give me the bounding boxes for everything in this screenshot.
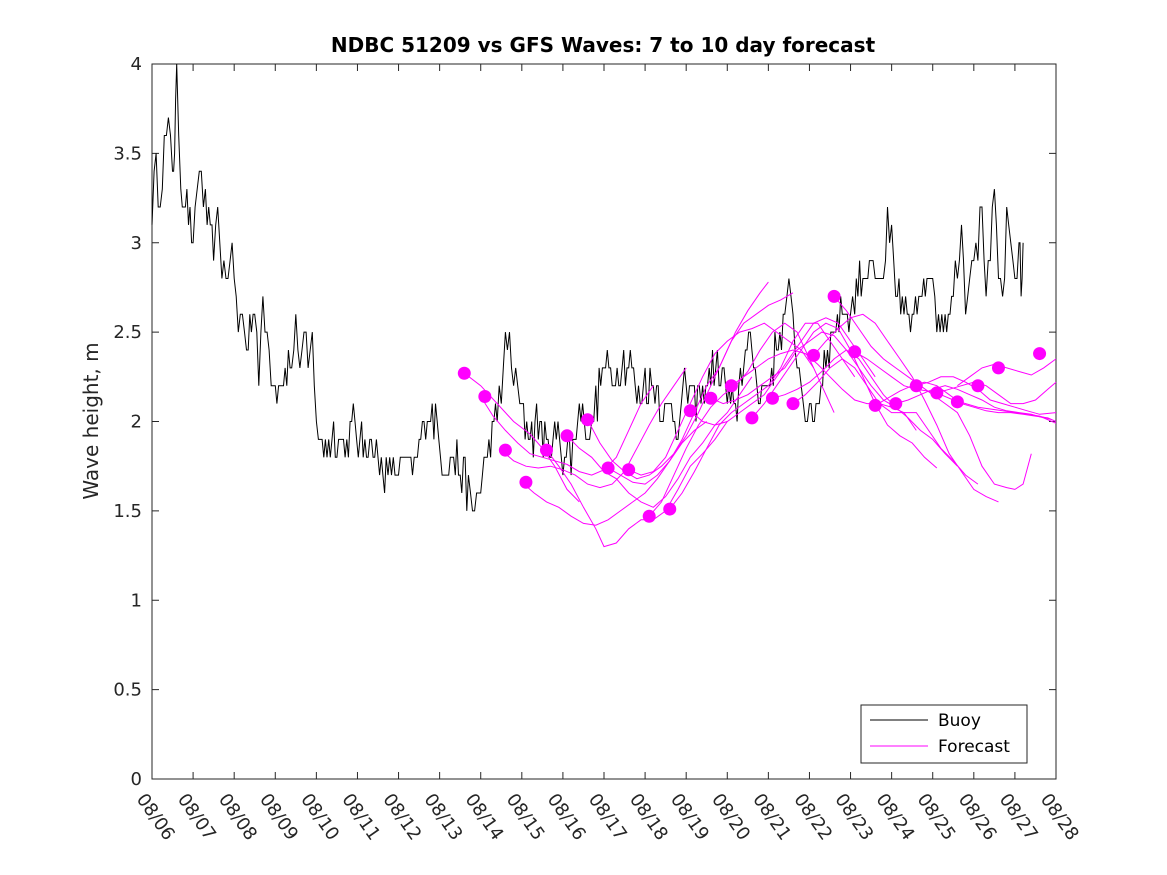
forecast-marker <box>786 397 800 411</box>
forecast-line <box>546 421 728 548</box>
forecast-line <box>813 313 999 503</box>
forecast-marker <box>663 502 677 516</box>
forecast-marker <box>457 366 471 380</box>
forecast-line <box>936 381 1057 405</box>
y-tick-label: 2 <box>131 412 142 433</box>
forecast-line <box>792 358 979 485</box>
forecast-marker <box>478 389 492 403</box>
y-tick-label: 3.5 <box>113 143 142 164</box>
forecast-marker <box>724 379 738 393</box>
forecast-marker <box>560 429 574 443</box>
forecast-line <box>669 322 856 510</box>
forecast-marker <box>930 386 944 400</box>
forecast-marker <box>1033 347 1047 361</box>
chart-title: NDBC 51209 vs GFS Waves: 7 to 10 day for… <box>331 33 876 57</box>
forecast-line <box>480 385 654 476</box>
forecast-marker <box>622 463 636 477</box>
y-axis-label: Wave height, m <box>79 342 103 499</box>
forecast-marker <box>848 345 862 359</box>
y-tick-label: 4 <box>131 54 142 75</box>
forecast-line <box>587 281 769 480</box>
forecast-line <box>957 358 1057 387</box>
forecast-marker <box>971 379 985 393</box>
forecast-marker <box>991 361 1005 375</box>
y-tick-label: 2.5 <box>113 322 142 343</box>
forecast-line <box>607 292 794 485</box>
y-tick-label: 1.5 <box>113 501 142 522</box>
forecast-marker <box>704 391 718 405</box>
forecast-line <box>731 349 917 431</box>
legend-box <box>860 704 1028 764</box>
legend-forecast-label: Forecast <box>938 737 1010 757</box>
forecast-marker <box>539 443 553 457</box>
forecast-marker <box>909 379 923 393</box>
forecast-line <box>874 381 1057 422</box>
forecast-line <box>895 385 1057 424</box>
forecast-marker <box>601 461 615 475</box>
legend-buoy-label: Buoy <box>938 711 981 731</box>
forecast-marker <box>498 443 512 457</box>
forecast-line <box>710 331 896 408</box>
y-tick-label: 3 <box>131 233 142 254</box>
forecast-marker <box>807 348 821 362</box>
forecast-line <box>916 376 1057 415</box>
forecast-line <box>500 367 687 489</box>
forecast-marker <box>827 289 841 303</box>
y-tick-label: 1 <box>131 590 142 611</box>
forecast-marker <box>683 404 697 418</box>
forecast-marker <box>745 411 759 425</box>
forecast-line <box>689 317 876 426</box>
forecast-marker <box>889 397 903 411</box>
forecast-line <box>566 376 753 508</box>
forecast-marker <box>519 475 533 489</box>
forecast-marker <box>765 391 779 405</box>
forecast-line <box>833 296 1032 490</box>
y-tick-label: 0.5 <box>113 680 142 701</box>
forecast-marker <box>868 398 882 412</box>
forecast-marker <box>581 413 595 427</box>
forecast-line <box>521 421 707 526</box>
y-tick-label: 0 <box>131 769 142 790</box>
forecast-line <box>751 322 938 469</box>
forecast-marker <box>950 395 964 409</box>
forecast-line <box>772 349 958 467</box>
axes-box <box>151 63 1057 780</box>
legend: Buoy Forecast <box>860 704 1028 764</box>
forecast-marker <box>642 509 656 523</box>
forecast-line <box>628 322 815 476</box>
